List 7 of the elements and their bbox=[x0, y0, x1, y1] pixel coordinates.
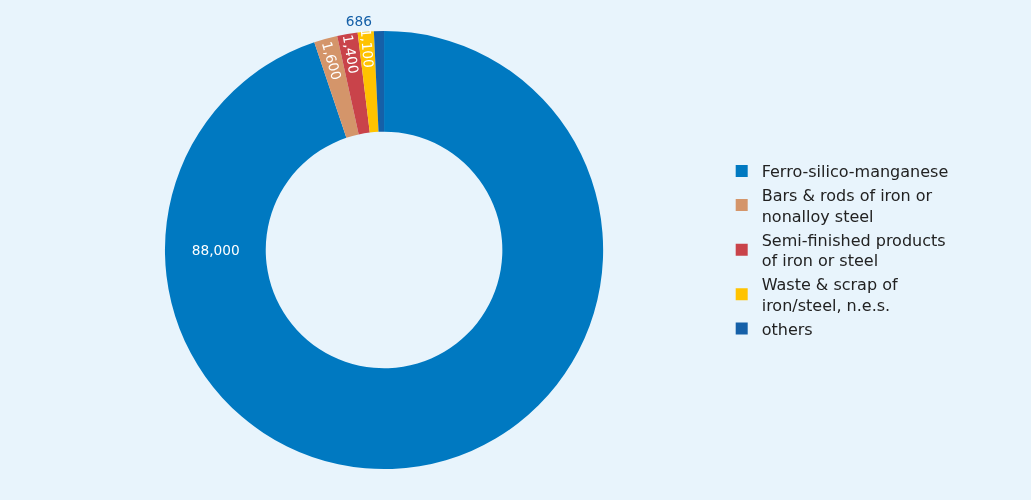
legend-label: Semi-finished products of iron or steel bbox=[761, 230, 946, 271]
legend-label: Waste & scrap of iron/steel, n.e.s. bbox=[761, 275, 898, 315]
data-label: 686 bbox=[345, 13, 373, 30]
legend-label: others bbox=[761, 319, 813, 339]
data-label: 88,000 bbox=[191, 241, 240, 258]
legend-label: Ferro-silico-manganese bbox=[761, 162, 949, 182]
legend-label: Bars & rods of iron or nonalloy steel bbox=[761, 185, 933, 226]
